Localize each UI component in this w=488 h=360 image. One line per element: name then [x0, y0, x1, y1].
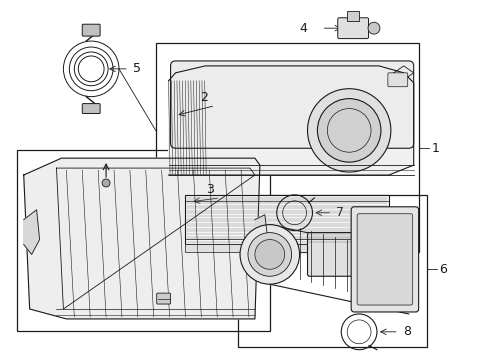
Text: 6: 6 — [439, 263, 447, 276]
FancyBboxPatch shape — [337, 18, 368, 39]
FancyBboxPatch shape — [82, 24, 100, 36]
FancyBboxPatch shape — [307, 233, 358, 276]
Text: 3: 3 — [206, 183, 214, 196]
Bar — [185, 195, 388, 244]
Circle shape — [307, 89, 390, 172]
Text: 2: 2 — [200, 91, 208, 104]
Bar — [17, 150, 269, 331]
Circle shape — [247, 233, 291, 276]
Bar — [346, 11, 358, 21]
Circle shape — [367, 22, 379, 34]
Circle shape — [102, 179, 110, 187]
Bar — [185, 244, 388, 252]
Bar — [155, 43, 418, 252]
Polygon shape — [24, 210, 40, 255]
Polygon shape — [168, 66, 413, 175]
Bar — [238, 195, 426, 347]
Text: 1: 1 — [431, 142, 439, 155]
FancyBboxPatch shape — [170, 61, 413, 148]
FancyBboxPatch shape — [156, 293, 170, 304]
Circle shape — [254, 239, 284, 269]
Text: 5: 5 — [133, 62, 141, 75]
FancyBboxPatch shape — [387, 73, 407, 87]
FancyBboxPatch shape — [350, 207, 418, 312]
Text: 7: 7 — [336, 206, 344, 219]
Text: 8: 8 — [402, 325, 410, 338]
Circle shape — [317, 99, 380, 162]
Text: 4: 4 — [299, 22, 307, 35]
Polygon shape — [24, 158, 259, 319]
Circle shape — [240, 225, 299, 284]
FancyBboxPatch shape — [356, 214, 412, 305]
Polygon shape — [254, 215, 267, 251]
FancyBboxPatch shape — [82, 104, 100, 113]
